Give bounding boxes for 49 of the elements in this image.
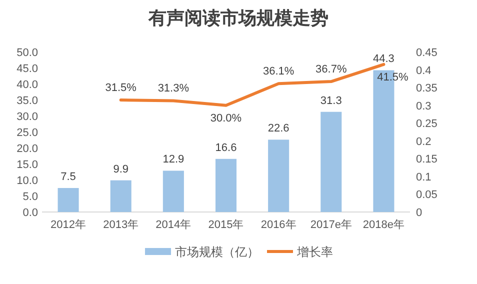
y2-tick-label: 0.25 bbox=[416, 118, 438, 130]
y-tick-label: 45.0 bbox=[16, 63, 38, 75]
data-label: 36.7% bbox=[316, 64, 347, 76]
y2-tick-label: 0.1 bbox=[416, 171, 432, 184]
y2-tick-label: 0.2 bbox=[416, 136, 432, 148]
data-label: 31.5% bbox=[105, 82, 137, 94]
chart-title: 有声阅读市场规模走势 bbox=[148, 8, 328, 29]
y2-tick-label: 0.15 bbox=[416, 154, 438, 166]
x-tick-label: 2014年 bbox=[156, 219, 192, 231]
x-tick-label: 2013年 bbox=[103, 219, 139, 231]
x-tick-label: 2018e年 bbox=[362, 219, 405, 231]
data-label: 31.3% bbox=[158, 82, 190, 95]
bar bbox=[110, 180, 132, 212]
y-tick-label: 30.0 bbox=[16, 111, 38, 123]
x-tick-label: 2016年 bbox=[260, 219, 296, 231]
data-label: 36.1% bbox=[262, 66, 294, 78]
y2-tick-label: 0.45 bbox=[416, 47, 438, 59]
data-label: 16.6 bbox=[215, 142, 237, 154]
y-tick-label: 40.0 bbox=[16, 79, 38, 91]
bar bbox=[268, 140, 290, 212]
data-label: 12.9 bbox=[162, 154, 184, 166]
y-tick-label: 5.0 bbox=[22, 191, 38, 203]
data-label: 44.3 bbox=[373, 53, 394, 66]
y-tick-label: 35.0 bbox=[16, 95, 38, 107]
y2-tick-label: 0.3 bbox=[416, 100, 432, 112]
x-tick-label: 2017e年 bbox=[310, 219, 352, 231]
x-tick-label: 2012年 bbox=[50, 219, 86, 231]
bar bbox=[58, 188, 79, 212]
y2-tick-label: 0.35 bbox=[416, 82, 438, 95]
y-tick-label: 15.0 bbox=[16, 159, 38, 171]
y-tick-label: 50.0 bbox=[16, 47, 38, 59]
y-tick-label: 10.0 bbox=[16, 175, 38, 187]
y-tick-label: 25.0 bbox=[16, 127, 38, 139]
bar bbox=[320, 112, 342, 212]
data-label: 7.5 bbox=[60, 171, 76, 183]
y2-tick-label: 0 bbox=[416, 207, 422, 219]
y-tick-label: 20.0 bbox=[16, 143, 38, 155]
y-tick-label: 0.0 bbox=[22, 207, 38, 219]
data-label: 22.6 bbox=[268, 122, 290, 135]
legend-label: 增长率 bbox=[296, 245, 333, 259]
legend-label: 市场规模（亿） bbox=[175, 245, 259, 259]
data-label: 30.0% bbox=[210, 112, 242, 124]
y2-tick-label: 0.05 bbox=[416, 189, 438, 202]
bar bbox=[162, 170, 184, 212]
data-label: 9.9 bbox=[113, 163, 129, 176]
y2-tick-label: 0.4 bbox=[416, 64, 432, 77]
bar bbox=[215, 158, 237, 212]
x-tick-label: 2015年 bbox=[208, 219, 244, 231]
data-label: 31.3 bbox=[320, 94, 342, 107]
